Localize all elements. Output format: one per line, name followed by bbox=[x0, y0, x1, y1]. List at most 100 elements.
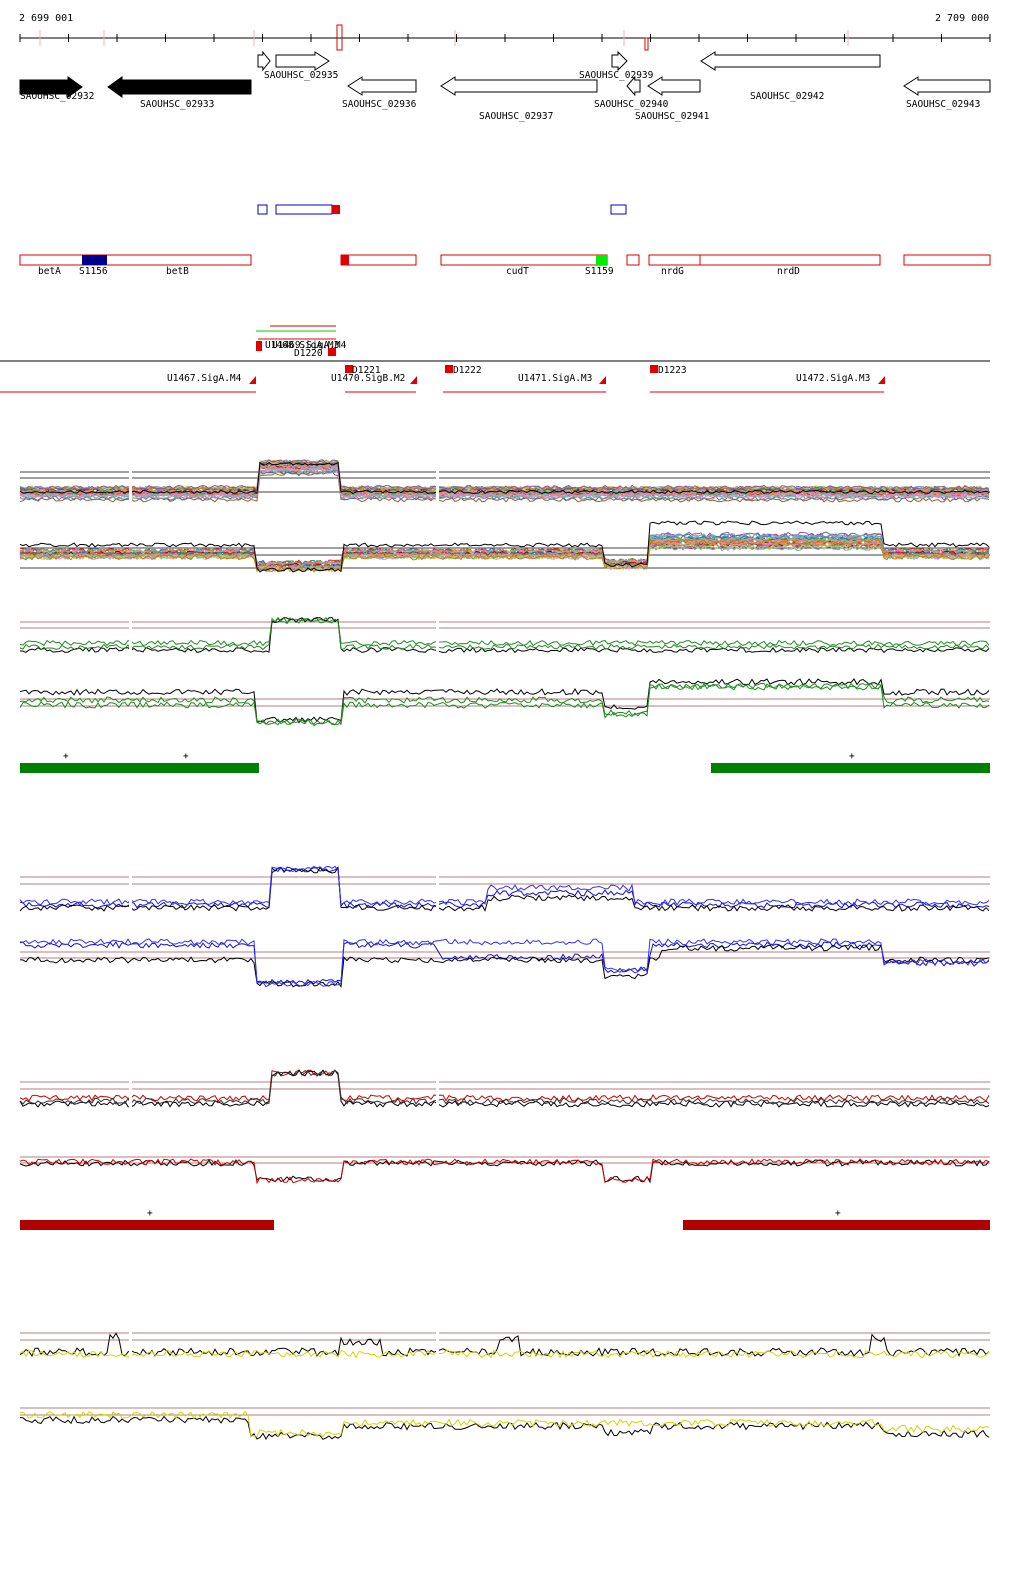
gene-label: SAOUHSC_02943 bbox=[906, 99, 980, 110]
gene-arrow[interactable] bbox=[440, 76, 598, 96]
operon-box bbox=[626, 254, 640, 266]
coordinate-axis bbox=[19, 24, 991, 51]
segment-label: U1470.SigB.M2 bbox=[331, 373, 405, 384]
expression-trace bbox=[19, 467, 990, 499]
axis-start-label: 2 699 001 bbox=[19, 13, 74, 24]
segment-label: D1223 bbox=[658, 365, 687, 376]
expression-trace bbox=[19, 944, 990, 989]
expression-trace bbox=[19, 459, 990, 491]
expression-trace bbox=[19, 1332, 990, 1358]
feature-box bbox=[332, 205, 340, 214]
axis-end-label: 2 709 000 bbox=[935, 13, 990, 24]
segment-label: U1472.SigA.M3 bbox=[796, 373, 870, 384]
segment-label: D1221 bbox=[352, 365, 381, 376]
expression-trace bbox=[19, 1069, 990, 1102]
yellow-panel-top bbox=[19, 1320, 990, 1445]
operon-label: S1156 bbox=[79, 266, 108, 277]
green-region-bar bbox=[711, 763, 990, 773]
operon-label: betB bbox=[166, 266, 189, 277]
gene-arrow[interactable] bbox=[626, 75, 641, 97]
expression-trace bbox=[19, 865, 990, 907]
expression-trace bbox=[19, 938, 990, 988]
segment-label: U1469.SigA.M4 bbox=[272, 340, 347, 351]
expression-trace bbox=[19, 459, 990, 491]
expression-trace bbox=[19, 520, 990, 573]
expression-trace bbox=[19, 1410, 990, 1438]
expression-trace bbox=[19, 866, 990, 912]
segment-track bbox=[0, 325, 990, 393]
gene-label: SAOUHSC_02937 bbox=[479, 111, 553, 122]
plus-mark: + bbox=[63, 751, 69, 762]
feature-box bbox=[257, 204, 268, 215]
segment-label: U1467.SigA.M4 bbox=[167, 373, 242, 384]
operon-box bbox=[648, 254, 881, 266]
expression-trace bbox=[19, 467, 990, 499]
plus-mark: + bbox=[147, 1208, 153, 1219]
expression-trace bbox=[19, 459, 990, 492]
expression-trace bbox=[19, 1159, 990, 1184]
operon-box bbox=[340, 254, 417, 266]
gene-label: SAOUHSC_02933 bbox=[140, 99, 214, 110]
multicolor-panel-top bbox=[19, 459, 990, 585]
expression-trace bbox=[19, 866, 990, 909]
operon-box bbox=[19, 254, 252, 266]
green-panel-top bbox=[19, 610, 990, 730]
gene-label: SAOUHSC_02935 bbox=[264, 70, 338, 81]
expression-trace bbox=[19, 617, 990, 647]
operon-label: nrdD bbox=[777, 266, 800, 277]
segment-label: D1222 bbox=[453, 365, 482, 376]
operon-box bbox=[903, 254, 991, 266]
expression-trace bbox=[19, 1069, 990, 1105]
red-panel-bottom bbox=[19, 1156, 990, 1185]
darkred-region-bar bbox=[20, 1220, 274, 1230]
blue-panel-bottom bbox=[19, 938, 990, 989]
multicolor-panel-bottom bbox=[19, 520, 990, 573]
region-bars bbox=[20, 763, 990, 1230]
gene-label: SAOUHSC_02941 bbox=[635, 111, 710, 122]
gene-arrow[interactable] bbox=[257, 50, 271, 72]
plus-mark: + bbox=[849, 751, 855, 762]
expression-trace bbox=[19, 537, 990, 573]
gene-arrow[interactable] bbox=[903, 76, 991, 96]
expression-trace bbox=[19, 461, 990, 495]
gene-label: SAOUHSC_02942 bbox=[750, 91, 824, 102]
plus-mark: + bbox=[183, 751, 189, 762]
expression-trace bbox=[19, 1158, 990, 1185]
operon-label: cudT bbox=[506, 266, 529, 277]
red-panel-top bbox=[19, 1069, 990, 1190]
gene-arrow[interactable] bbox=[107, 76, 252, 98]
operon-track bbox=[19, 254, 991, 266]
gene-arrow[interactable] bbox=[347, 76, 417, 96]
expression-trace bbox=[19, 459, 990, 491]
gene-arrow[interactable] bbox=[647, 76, 701, 96]
gene-arrow[interactable] bbox=[700, 51, 881, 71]
feature-box-track bbox=[257, 204, 627, 215]
operon-box bbox=[440, 254, 608, 266]
expression-trace bbox=[19, 464, 990, 496]
gene-arrow[interactable] bbox=[611, 50, 628, 72]
segment-label: U1471.SigA.M3 bbox=[518, 373, 592, 384]
gene-label: SAOUHSC_02939 bbox=[579, 70, 654, 81]
green-region-bar bbox=[20, 763, 259, 773]
expression-trace bbox=[19, 678, 990, 724]
expression-trace bbox=[19, 682, 990, 725]
segment-label: U1468.SigA.M3 bbox=[265, 340, 339, 351]
plus-mark: + bbox=[835, 1208, 841, 1219]
expression-panels bbox=[19, 459, 990, 1445]
gene-arrow[interactable] bbox=[19, 76, 83, 98]
gene-label-track: SAOUHSC_02932 SAOUHSC_02933 SAOUHSC_02935 S… bbox=[20, 70, 980, 122]
gene-label: SAOUHSC_02932 bbox=[20, 91, 94, 102]
gene-arrow[interactable] bbox=[275, 51, 330, 71]
operon-box bbox=[596, 255, 607, 265]
yellow-panel-bottom bbox=[19, 1407, 990, 1440]
expression-trace bbox=[19, 941, 990, 986]
operon-box bbox=[341, 255, 349, 265]
blue-panel-top bbox=[19, 865, 990, 990]
expression-trace bbox=[19, 616, 990, 651]
expression-trace bbox=[19, 1069, 990, 1108]
expression-trace bbox=[19, 616, 990, 654]
operon-label: betA bbox=[38, 266, 61, 277]
operon-box bbox=[82, 255, 107, 265]
